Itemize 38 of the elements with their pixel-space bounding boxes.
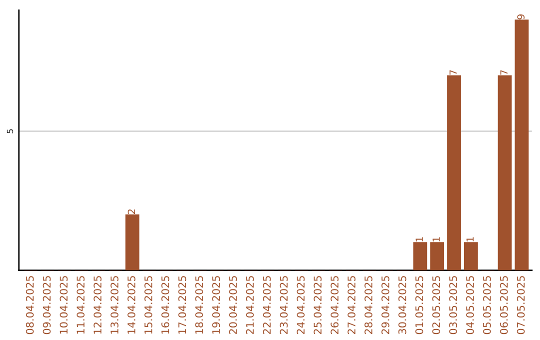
x-tick-label: 03.05.2025 xyxy=(449,276,458,334)
x-tick-label: 30.04.2025 xyxy=(398,276,406,334)
data-label: 1 xyxy=(466,237,474,242)
x-tick-label: 07.05.2025 xyxy=(516,276,525,334)
x-tick-label: 12.04.2025 xyxy=(94,276,102,334)
x-tick-label: 21.04.2025 xyxy=(246,276,254,334)
data-label: 7 xyxy=(450,70,457,75)
x-tick-label: 18.04.2025 xyxy=(195,276,204,334)
x-tick-label: 15.04.2025 xyxy=(144,276,152,334)
y-tick-label: 5 xyxy=(6,129,14,134)
data-label: 7 xyxy=(500,70,508,75)
x-tick-label: 23.04.2025 xyxy=(280,276,288,334)
x-tick-label: 17.04.2025 xyxy=(178,276,186,334)
x-tick-label: 16.04.2025 xyxy=(161,276,170,334)
x-tick-label: 09.04.2025 xyxy=(42,276,51,334)
x-tick-label: 26.04.2025 xyxy=(330,276,339,334)
x-tick-label: 19.04.2025 xyxy=(212,276,220,334)
x-tick-label: 24.04.2025 xyxy=(296,276,305,334)
x-tick-label: 10.04.2025 xyxy=(60,276,68,334)
x-tick-label: 08.04.2025 xyxy=(26,276,34,334)
x-tick-label: 20.04.2025 xyxy=(229,276,237,334)
x-tick-label: 25.04.2025 xyxy=(314,276,322,334)
x-tick-label: 27.04.2025 xyxy=(348,276,356,334)
x-tick-label: 01.05.2025 xyxy=(415,276,424,334)
x-tick-label: 05.05.2025 xyxy=(483,276,491,334)
x-tick-label: 02.05.2025 xyxy=(432,276,440,334)
x-tick-label: 04.05.2025 xyxy=(466,276,474,334)
x-tick-label: 29.04.2025 xyxy=(381,276,390,334)
data-label: 2 xyxy=(128,209,136,214)
data-label: 9 xyxy=(517,14,525,20)
data-label: 1 xyxy=(416,237,423,242)
x-tick-label: 11.04.2025 xyxy=(76,276,85,334)
x-tick-label: 28.04.2025 xyxy=(364,276,372,334)
data-label: 1 xyxy=(432,237,440,242)
x-tick-label: 13.04.2025 xyxy=(110,276,118,334)
x-tick-label: 22.04.2025 xyxy=(262,276,271,334)
x-tick-label: 14.04.2025 xyxy=(127,276,136,334)
x-tick-label: 06.05.2025 xyxy=(500,276,508,334)
